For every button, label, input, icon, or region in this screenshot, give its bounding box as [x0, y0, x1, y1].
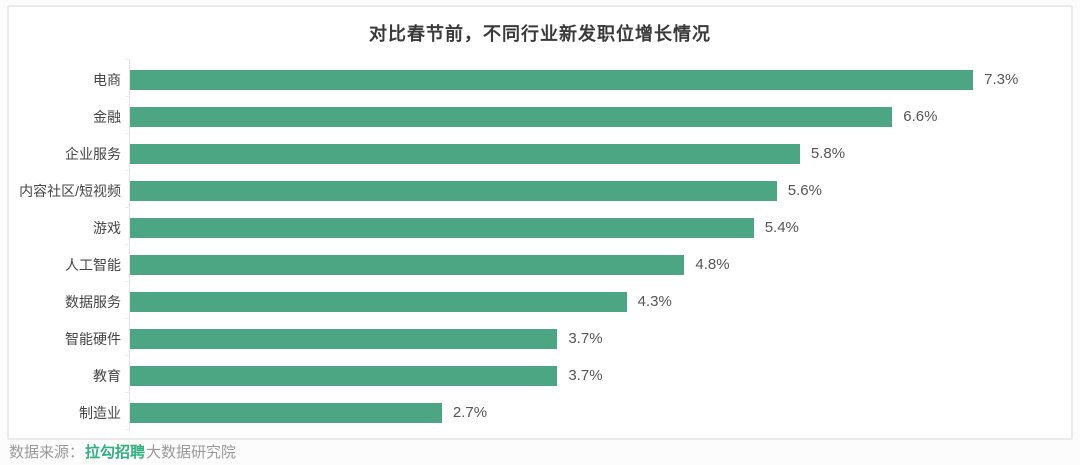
bar-track: 5.6% — [130, 180, 1071, 201]
bar — [130, 143, 800, 164]
bar-row: 金融 6.6% — [9, 98, 1071, 135]
category-label: 内容社区/短视频 — [19, 182, 121, 199]
value-label: 5.8% — [810, 145, 846, 162]
category-label: 智能硬件 — [65, 330, 121, 347]
category-label: 金融 — [93, 108, 121, 125]
bar — [130, 106, 893, 127]
value-label: 4.8% — [695, 256, 730, 273]
bar — [130, 69, 974, 90]
category-label: 制造业 — [79, 404, 121, 421]
value-label: 4.3% — [637, 293, 672, 310]
bar — [130, 328, 558, 349]
chart-card: 对比春节前，不同行业新发职位增长情况 电商 7.3% 金融 6.6% 企业服务 5.8% 内… — [7, 5, 1073, 440]
bar-row: 企业服务 5.8% — [9, 135, 1071, 172]
bar-row: 制造业 2.7% — [9, 394, 1071, 431]
bar-row: 教育 3.7% — [9, 357, 1071, 394]
bar-row: 数据服务 4.3% — [9, 283, 1071, 320]
bar-row: 游戏 5.4% — [9, 209, 1071, 246]
bar-track: 2.7% — [130, 402, 1071, 423]
chart-title: 对比春节前，不同行业新发职位增长情况 — [369, 24, 711, 44]
bar — [130, 291, 627, 312]
category-label: 企业服务 — [65, 145, 121, 162]
bar-row: 人工智能 4.8% — [9, 246, 1071, 283]
value-label: 5.6% — [787, 182, 822, 199]
bar — [130, 402, 442, 423]
source-suffix: 大数据研究院 — [146, 444, 237, 461]
value-label: 3.7% — [568, 330, 603, 347]
bar-track: 3.7% — [130, 328, 1071, 349]
category-label: 教育 — [93, 367, 121, 384]
bar — [130, 365, 558, 386]
bar-row: 内容社区/短视频 5.6% — [9, 172, 1071, 209]
bar-track: 6.6% — [130, 106, 1071, 127]
source-brand: 拉勾招聘 — [85, 444, 146, 461]
category-label: 游戏 — [93, 219, 121, 236]
bar — [130, 254, 685, 275]
value-label: 7.3% — [984, 71, 1019, 88]
bar-track: 5.8% — [130, 143, 1071, 164]
bar-track: 4.3% — [130, 291, 1071, 312]
value-label: 6.6% — [903, 108, 938, 125]
value-label: 3.7% — [568, 367, 603, 384]
category-label: 电商 — [93, 71, 121, 88]
bar — [130, 180, 777, 201]
category-label: 人工智能 — [65, 256, 121, 273]
bar-chart: 电商 7.3% 金融 6.6% 企业服务 5.8% 内容社区/短视频 5.6% 游戏 5.4% 人工… — [9, 59, 1071, 431]
source-note: 数据来源：拉勾招聘大数据研究院 — [9, 441, 236, 462]
bar-row: 智能硬件 3.7% — [9, 320, 1071, 357]
bar-track: 4.8% — [130, 254, 1071, 275]
bar-track: 7.3% — [130, 69, 1071, 90]
category-label: 数据服务 — [65, 293, 121, 310]
value-label: 2.7% — [452, 404, 488, 421]
bar-track: 5.4% — [130, 217, 1071, 238]
bar-row: 电商 7.3% — [9, 61, 1071, 98]
value-label: 5.4% — [764, 219, 799, 236]
source-prefix: 数据来源： — [9, 444, 85, 461]
bar — [130, 217, 754, 238]
bar-track: 3.7% — [130, 365, 1071, 386]
